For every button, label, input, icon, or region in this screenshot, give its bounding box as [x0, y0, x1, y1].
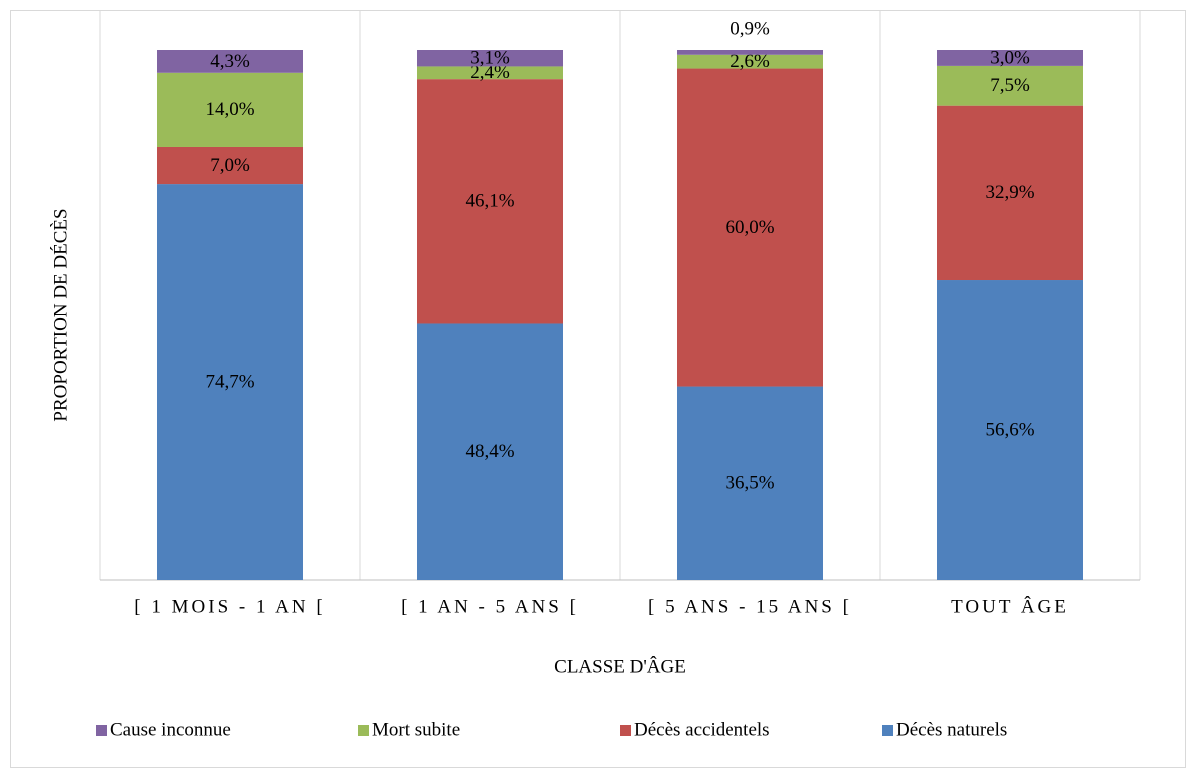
- data-label: 3,0%: [990, 47, 1030, 68]
- bar-segment: [417, 66, 563, 80]
- data-label: 14,0%: [205, 99, 254, 120]
- bar-segment: [417, 79, 563, 324]
- data-label: 3,1%: [470, 48, 510, 69]
- bar-segment: [937, 65, 1083, 106]
- data-label: 2,6%: [730, 51, 770, 72]
- bar-segment: [157, 50, 303, 73]
- data-label: 7,5%: [990, 75, 1030, 96]
- legend-swatch: [96, 725, 107, 736]
- x-tick-label: [ 5 ANS - 15 ANS [: [648, 596, 852, 617]
- data-label: 32,9%: [985, 182, 1034, 203]
- bar-segment: [417, 323, 563, 580]
- data-label: 0,9%: [730, 18, 770, 39]
- bar-segment: [937, 50, 1083, 66]
- data-label: 56,6%: [985, 419, 1034, 440]
- bar-segment: [677, 54, 823, 69]
- data-label: 4,3%: [210, 51, 250, 72]
- data-label: 36,5%: [725, 473, 774, 494]
- bar-segment: [157, 184, 303, 580]
- data-label: 74,7%: [205, 371, 254, 392]
- legend-swatch: [882, 725, 893, 736]
- y-axis-title: PROPORTION DE DÉCÈS: [49, 208, 71, 421]
- x-tick-label: TOUT ÂGE: [951, 595, 1069, 617]
- bar-segment: [417, 50, 563, 67]
- bar-segment: [677, 50, 823, 55]
- bar-segment: [677, 386, 823, 580]
- x-tick-label: [ 1 AN - 5 ANS [: [401, 596, 579, 617]
- bar-segment: [937, 105, 1083, 281]
- bar-segment: [937, 280, 1083, 580]
- bar-segment: [157, 72, 303, 147]
- data-label: 60,0%: [725, 217, 774, 238]
- legend-label: Cause inconnue: [110, 719, 231, 740]
- legend-label: Mort subite: [372, 719, 460, 740]
- bar-segment: [677, 68, 823, 387]
- data-label: 2,4%: [470, 62, 510, 83]
- legend-label: Décès accidentels: [634, 719, 770, 740]
- x-axis-title: CLASSE D'ÂGE: [554, 655, 686, 677]
- legend-swatch: [358, 725, 369, 736]
- legend-label: Décès naturels: [896, 719, 1007, 740]
- data-label: 48,4%: [465, 441, 514, 462]
- legend-swatch: [620, 725, 631, 736]
- data-label: 46,1%: [465, 191, 514, 212]
- x-tick-label: [ 1 MOIS - 1 AN [: [134, 596, 325, 617]
- bar-segment: [157, 146, 303, 185]
- data-label: 7,0%: [210, 155, 250, 176]
